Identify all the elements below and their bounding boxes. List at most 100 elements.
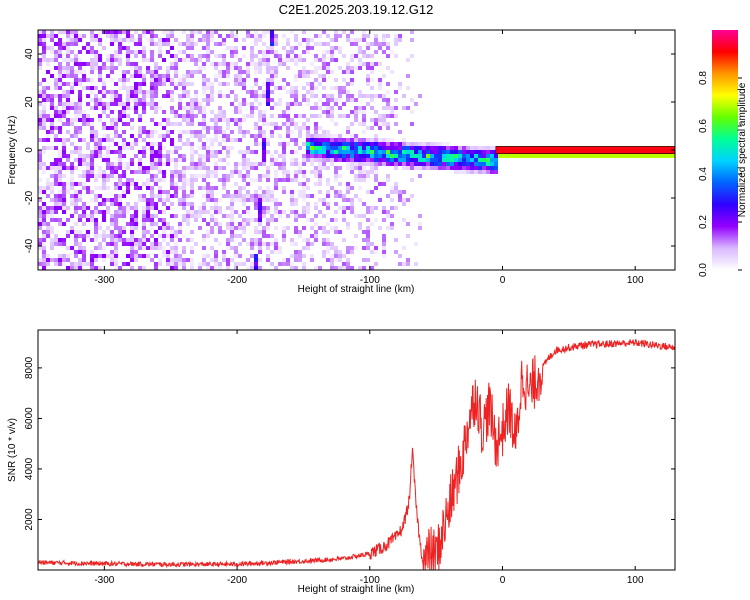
spectrogram-cell — [74, 146, 78, 150]
spectrogram-cell — [178, 42, 182, 46]
spectrogram-cell — [298, 166, 302, 170]
spectrogram-cell — [258, 126, 262, 130]
spectrogram-cell — [354, 162, 358, 166]
spectrogram-cell — [318, 226, 322, 230]
spectrogram-cell — [330, 118, 334, 122]
spectrogram-cell — [238, 122, 242, 126]
spectrogram-cell — [298, 54, 302, 58]
spectrogram-cell — [414, 102, 418, 106]
spectrogram-cell — [290, 58, 294, 62]
spectrogram-cell — [322, 66, 326, 70]
spectrogram-cell — [114, 162, 118, 166]
spectrogram-cell — [366, 146, 370, 150]
spectrogram-cell — [190, 102, 194, 106]
spectrogram-cell — [146, 146, 150, 150]
spectrogram-cell — [150, 190, 154, 194]
spectrogram-cell — [46, 146, 50, 150]
spectrogram-cell — [306, 242, 310, 246]
spectrogram-cell — [178, 106, 182, 110]
spectrogram-cell — [234, 74, 238, 78]
spectrogram-cell — [178, 94, 182, 98]
spectrogram-cell — [110, 122, 114, 126]
spectrogram-cell — [478, 154, 482, 158]
spectrogram-cell — [166, 194, 170, 198]
spectrogram-cell — [146, 134, 150, 138]
colorbar-label: Normalized spectral amplitude — [737, 82, 748, 217]
spectrogram-cell — [230, 202, 234, 206]
spectrogram-cell — [126, 166, 130, 170]
spectrogram-cell — [246, 170, 250, 174]
spectrogram-cell — [242, 70, 246, 74]
spectrogram-cell — [438, 162, 442, 166]
spectrogram-cell — [82, 46, 86, 50]
spectrogram-cell — [150, 118, 154, 122]
spectrogram-cell — [122, 166, 126, 170]
spectrogram-cell — [610, 154, 614, 158]
spectrogram-cell — [70, 102, 74, 106]
spectrogram-cell — [66, 106, 70, 110]
spectrogram-cell — [214, 126, 218, 130]
spectrogram-cell — [142, 34, 146, 38]
spectrogram-cell — [206, 86, 210, 90]
spectrogram-cell — [134, 182, 138, 186]
spectrogram-cell — [74, 234, 78, 238]
spectrogram-cell — [194, 94, 198, 98]
spectrogram-cell — [170, 122, 174, 126]
spectrogram-cell — [74, 30, 78, 34]
spectrogram-cell — [214, 130, 218, 134]
spectrogram-cell — [90, 62, 94, 66]
spectrogram-cell — [126, 50, 130, 54]
spectrogram-cell — [206, 166, 210, 170]
spectrogram-cell — [190, 214, 194, 218]
spectrogram-cell — [66, 70, 70, 74]
spectrogram-cell — [118, 158, 122, 162]
spectrogram-cell — [198, 186, 202, 190]
spectrogram-cell — [186, 82, 190, 86]
spectrogram-cell — [442, 158, 446, 162]
spectrogram-cell — [142, 94, 146, 98]
spectrogram-cell — [98, 90, 102, 94]
spectrogram-cell — [242, 102, 246, 106]
spectrogram-cell — [290, 50, 294, 54]
spectrogram-cell — [182, 190, 186, 194]
spectrogram-cell — [98, 78, 102, 82]
spectrogram-cell — [282, 258, 286, 262]
spectrogram-cell — [142, 230, 146, 234]
spectrogram-cell — [302, 246, 306, 250]
spectrogram-cell — [122, 130, 126, 134]
spectrogram-cell — [174, 162, 178, 166]
spectrogram-cell — [294, 218, 298, 222]
spectrogram-cell — [198, 206, 202, 210]
spectrogram-cell — [374, 142, 378, 146]
spectrogram-cell — [346, 186, 350, 190]
spectrogram-cell — [38, 126, 42, 130]
spectrogram-cell — [146, 246, 150, 250]
spectrogram-cell — [194, 166, 198, 170]
spectrogram-cell — [46, 258, 50, 262]
spectrogram-cell — [38, 162, 42, 166]
spectrogram-cell — [110, 150, 114, 154]
spectrogram-cell — [278, 98, 282, 102]
spectrogram-cell — [346, 146, 350, 150]
spectrogram-cell — [330, 110, 334, 114]
spectrogram-cell — [194, 174, 198, 178]
spectrogram-cell — [210, 226, 214, 230]
spectrogram-cell — [74, 194, 78, 198]
spectrogram-cell — [78, 234, 82, 238]
spectrogram-cell — [74, 206, 78, 210]
spectrogram-cell — [110, 94, 114, 98]
spectrogram-cell — [262, 198, 266, 202]
spectrogram-cell — [174, 122, 178, 126]
spectrogram-cell — [182, 114, 186, 118]
spectrogram-cell — [286, 54, 290, 58]
spectrogram-cell — [198, 214, 202, 218]
spectrogram-cell — [338, 206, 342, 210]
spectrogram-cell — [214, 174, 218, 178]
spectrogram-cell — [126, 146, 130, 150]
spectrogram-cell — [358, 166, 362, 170]
spectrogram-cell — [150, 174, 154, 178]
spectrogram-cell — [294, 226, 298, 230]
spectrogram-cell — [198, 58, 202, 62]
spectrogram-cell — [170, 94, 174, 98]
spectrogram-cell — [254, 134, 258, 138]
